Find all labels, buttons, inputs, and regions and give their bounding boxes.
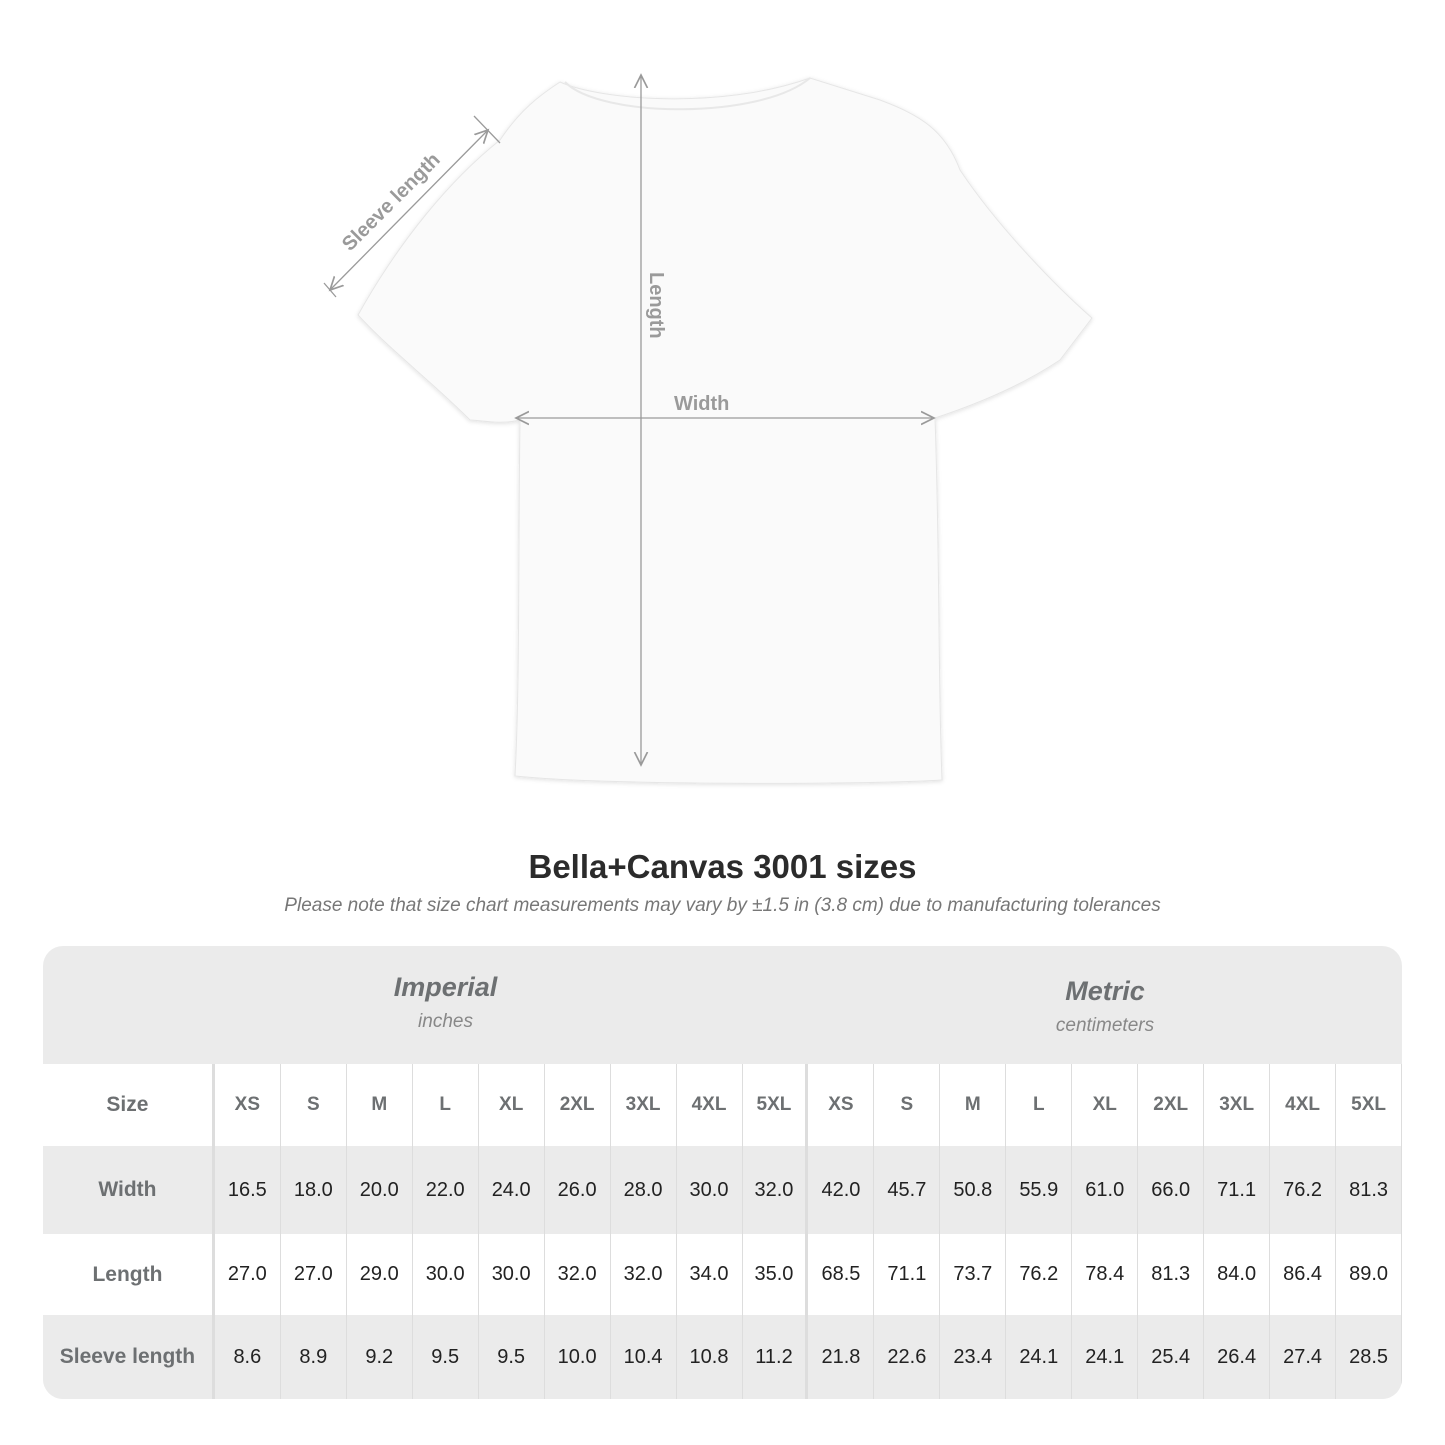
size-metric-header: 2XL <box>1138 1064 1205 1146</box>
size-imperial-header: 5XL <box>743 1064 809 1146</box>
size-metric-header: 5XL <box>1336 1064 1402 1146</box>
size-imperial-header: S <box>281 1064 347 1146</box>
row-label: Sleeve length <box>43 1315 215 1399</box>
table-cell: 29.0 <box>347 1234 413 1315</box>
table-cell: 45.7 <box>874 1146 941 1234</box>
size-metric-header: XL <box>1072 1064 1139 1146</box>
table-cell: 22.6 <box>874 1315 941 1399</box>
size-imperial-header: 3XL <box>611 1064 677 1146</box>
table-cell: 24.0 <box>479 1146 545 1234</box>
table-cell: 42.0 <box>808 1146 875 1234</box>
tolerance-note: Please note that size chart measurements… <box>284 895 1161 916</box>
table-cell: 27.0 <box>215 1234 281 1315</box>
table-cell: 9.2 <box>347 1315 413 1399</box>
length-label: Length <box>645 272 667 339</box>
table-cell: 89.0 <box>1336 1234 1402 1315</box>
table-cell: 32.0 <box>743 1146 809 1234</box>
size-imperial-header: M <box>347 1064 413 1146</box>
sleeve-arrow <box>330 130 488 290</box>
table-cell: 24.1 <box>1072 1315 1139 1399</box>
table-cell: 9.5 <box>413 1315 479 1399</box>
table-cell: 10.4 <box>611 1315 677 1399</box>
table-row: Length 27.0 27.0 29.0 30.0 30.0 32.0 32.0 34.0 35… <box>43 1234 1402 1315</box>
size-imperial-header: 2XL <box>545 1064 611 1146</box>
table-cell: 71.1 <box>874 1234 941 1315</box>
table-cell: 11.2 <box>743 1315 809 1399</box>
table-cell: 21.8 <box>808 1315 875 1399</box>
table-cell: 34.0 <box>677 1234 743 1315</box>
imperial-header: Imperial inches <box>43 946 848 1064</box>
table-cell: 8.9 <box>281 1315 347 1399</box>
size-header-row: Size XS S M L XL 2XL 3XL 4XL 5XL XS S M L XL 2XL 3XL 4XL 5… <box>43 1064 1402 1146</box>
table-cell: 18.0 <box>281 1146 347 1234</box>
table-cell: 30.0 <box>413 1234 479 1315</box>
table-cell: 28.5 <box>1336 1315 1402 1399</box>
table-cell: 68.5 <box>808 1234 875 1315</box>
row-label: Width <box>43 1146 215 1234</box>
size-metric-header: 4XL <box>1270 1064 1337 1146</box>
table-cell: 16.5 <box>215 1146 281 1234</box>
table-cell: 20.0 <box>347 1146 413 1234</box>
tshirt-shape <box>357 77 1093 784</box>
imperial-label: Imperial <box>393 972 498 1002</box>
table-cell: 32.0 <box>611 1234 677 1315</box>
size-metric-header: XS <box>808 1064 875 1146</box>
table-cell: 61.0 <box>1072 1146 1139 1234</box>
table-cell: 81.3 <box>1138 1234 1205 1315</box>
metric-unit: centimeters <box>1055 1015 1155 1036</box>
table-cell: 23.4 <box>940 1315 1007 1399</box>
table-cell: 8.6 <box>215 1315 281 1399</box>
table-cell: 35.0 <box>743 1234 809 1315</box>
tshirt-diagram: Sleeve length Length Width <box>323 0 1093 784</box>
metric-label: Metric <box>1065 976 1145 1006</box>
imperial-unit: inches <box>418 1011 473 1032</box>
page-title: Bella+Canvas 3001 sizes <box>528 848 917 885</box>
table-cell: 32.0 <box>545 1234 611 1315</box>
table-cell: 28.0 <box>611 1146 677 1234</box>
table-cell: 50.8 <box>940 1146 1007 1234</box>
table-row: Sleeve length 8.6 8.9 9.2 9.5 9.5 10.0 10.4 10.8… <box>43 1315 1402 1399</box>
table-cell: 26.4 <box>1204 1315 1271 1399</box>
table-cell: 10.0 <box>545 1315 611 1399</box>
table-cell: 81.3 <box>1336 1146 1402 1234</box>
size-imperial-header: 4XL <box>677 1064 743 1146</box>
table-cell: 55.9 <box>1006 1146 1073 1234</box>
size-imperial-header: XL <box>479 1064 545 1146</box>
metric-header: Metric centimeters <box>808 946 1402 1064</box>
table-cell: 30.0 <box>479 1234 545 1315</box>
size-metric-header: M <box>940 1064 1007 1146</box>
table-cell: 9.5 <box>479 1315 545 1399</box>
table-cell: 30.0 <box>677 1146 743 1234</box>
size-metric-header: L <box>1006 1064 1073 1146</box>
size-metric-header: S <box>874 1064 941 1146</box>
table-cell: 66.0 <box>1138 1146 1205 1234</box>
width-label: Width <box>674 393 729 415</box>
size-metric-header: 3XL <box>1204 1064 1271 1146</box>
table-cell: 22.0 <box>413 1146 479 1234</box>
table-cell: 10.8 <box>677 1315 743 1399</box>
row-label: Length <box>43 1234 215 1315</box>
table-cell: 84.0 <box>1204 1234 1271 1315</box>
table-cell: 76.2 <box>1006 1234 1073 1315</box>
table-cell: 27.4 <box>1270 1315 1337 1399</box>
table-cell: 86.4 <box>1270 1234 1337 1315</box>
size-imperial-header: L <box>413 1064 479 1146</box>
table-cell: 25.4 <box>1138 1315 1205 1399</box>
size-table: Imperial inches Metric centimeters Size X… <box>43 946 1402 1399</box>
table-cell: 76.2 <box>1270 1146 1337 1234</box>
table-cell: 78.4 <box>1072 1234 1139 1315</box>
table-cell: 73.7 <box>940 1234 1007 1315</box>
table-cell: 27.0 <box>281 1234 347 1315</box>
table-cell: 71.1 <box>1204 1146 1271 1234</box>
table-row: Width 16.5 18.0 20.0 22.0 24.0 26.0 28.0 30.0 32.… <box>43 1146 1402 1234</box>
row-label: Size <box>43 1064 215 1146</box>
table-cell: 26.0 <box>545 1146 611 1234</box>
size-imperial-header: XS <box>215 1064 281 1146</box>
table-cell: 24.1 <box>1006 1315 1073 1399</box>
